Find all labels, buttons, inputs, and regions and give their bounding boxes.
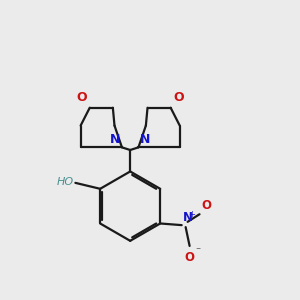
- Text: N: N: [140, 133, 150, 146]
- Text: HO: HO: [57, 177, 74, 187]
- Text: O: O: [173, 91, 184, 104]
- Text: O: O: [184, 250, 195, 264]
- Text: +: +: [188, 210, 195, 219]
- Text: ⁻: ⁻: [195, 246, 200, 256]
- Text: O: O: [76, 91, 87, 104]
- Text: O: O: [202, 199, 212, 212]
- Text: N: N: [183, 212, 193, 224]
- Text: N: N: [110, 133, 121, 146]
